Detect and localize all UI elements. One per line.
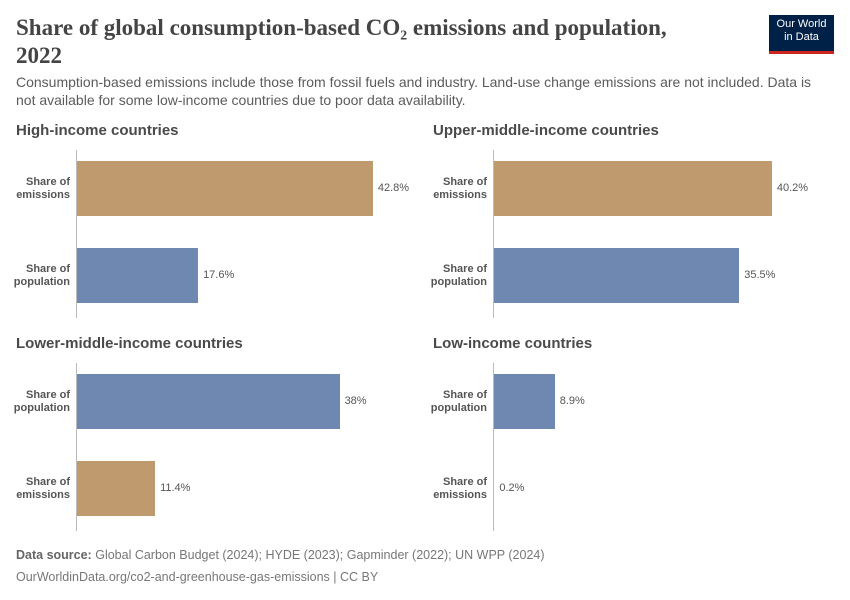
bar <box>493 374 555 429</box>
category-label: Share of emissions <box>16 175 70 201</box>
category-label: Share of emissions <box>16 475 70 501</box>
value-label: 17.6% <box>203 269 235 281</box>
bar <box>76 461 156 516</box>
category-label: Share of population <box>430 388 487 414</box>
bar <box>493 248 740 303</box>
panel-title: Low-income countries <box>433 335 593 352</box>
value-label: 8.9% <box>559 395 585 407</box>
source-text: Global Carbon Budget (2024); HYDE (2023)… <box>95 548 545 562</box>
panel-title: High-income countries <box>16 122 179 139</box>
panel-title: Upper-middle-income countries <box>433 122 659 139</box>
axis-line <box>76 363 77 531</box>
logo-line: in Data <box>784 31 819 43</box>
bar <box>493 161 772 216</box>
category-label: Share of population <box>430 262 487 288</box>
source: Data source: Global Carbon Budget (2024)… <box>16 548 545 562</box>
panel-title: Lower-middle-income countries <box>16 335 243 352</box>
source-label: Data source: <box>16 548 92 562</box>
subtitle: Consumption-based emissions include thos… <box>16 74 812 108</box>
bar <box>76 248 199 303</box>
logo[interactable]: Our World in Data <box>769 15 834 54</box>
category-label: Share of population <box>13 262 70 288</box>
category-label: Share of emissions <box>433 475 487 501</box>
url[interactable]: OurWorldinData.org/co2-and-greenhouse-ga… <box>16 570 379 584</box>
axis-line <box>493 363 494 531</box>
category-label: Share of population <box>13 388 70 414</box>
value-label: 0.2% <box>499 482 525 494</box>
category-label: Share of emissions <box>433 175 487 201</box>
chart-title: Share of global consumption-based CO₂ em… <box>16 15 667 68</box>
bar <box>76 374 340 429</box>
axis-line <box>493 150 494 318</box>
value-label: 40.2% <box>776 182 809 194</box>
bar <box>76 161 373 216</box>
value-label: 35.5% <box>744 269 776 281</box>
value-label: 38% <box>344 395 367 407</box>
value-label: 11.4% <box>160 482 191 494</box>
logo-line: Our World <box>776 18 827 30</box>
value-label: 42.8% <box>377 182 410 194</box>
axis-line <box>76 150 77 318</box>
